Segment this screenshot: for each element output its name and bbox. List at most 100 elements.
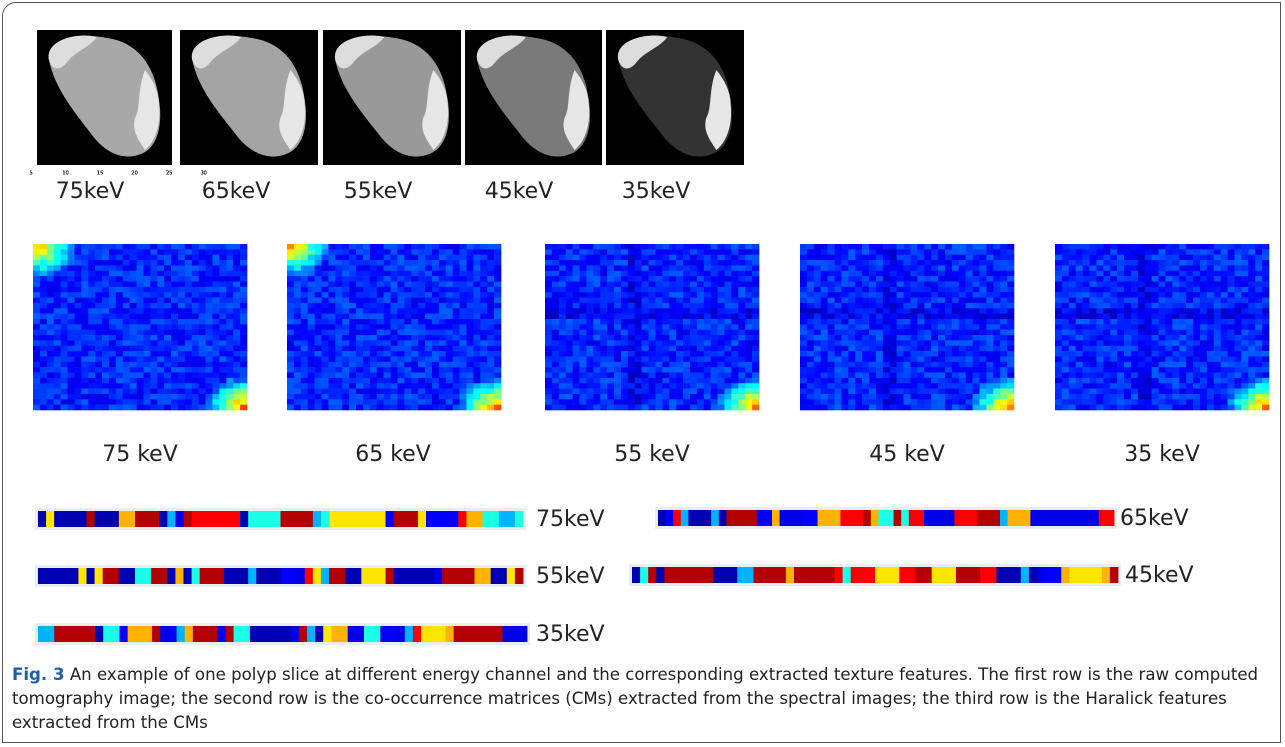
matrix-cell [240, 330, 247, 336]
matrix-cell [1076, 405, 1083, 411]
matrix-cell [545, 335, 552, 341]
matrix-cell [130, 281, 137, 287]
matrix-cell [1179, 362, 1186, 368]
matrix-cell [1200, 373, 1207, 379]
matrix-cell [137, 244, 144, 250]
matrix-cell [432, 308, 439, 314]
matrix-cell [704, 405, 711, 411]
matrix-cell [308, 292, 315, 298]
matrix-cell [848, 287, 855, 293]
matrix-cell [607, 389, 614, 395]
matrix-cell [800, 308, 807, 314]
matrix-cell [607, 346, 614, 352]
matrix-cell [411, 319, 418, 325]
matrix-cell [1152, 373, 1159, 379]
matrix-cell [1186, 314, 1193, 320]
matrix-cell [397, 249, 404, 255]
matrix-cell [580, 367, 587, 373]
matrix-cell [552, 330, 559, 336]
matrix-cell [466, 271, 473, 277]
matrix-cell [642, 324, 649, 330]
matrix-cell [33, 335, 40, 341]
matrix-cell [649, 244, 656, 250]
matrix-cell [171, 340, 178, 346]
matrix-cell [109, 276, 116, 282]
matrix-cell [411, 292, 418, 298]
matrix-cell [1145, 346, 1152, 352]
matrix-cell [40, 249, 47, 255]
matrix-cell [1055, 356, 1062, 362]
matrix-cell [40, 244, 47, 250]
matrix-cell [869, 335, 876, 341]
matrix-cell [800, 276, 807, 282]
matrix-cell [473, 367, 480, 373]
matrix-cell [88, 292, 95, 298]
matrix-cell [711, 389, 718, 395]
matrix-cell [349, 335, 356, 341]
matrix-cell [240, 255, 247, 261]
matrix-cell [1096, 378, 1103, 384]
matrix-cell [68, 346, 75, 352]
matrix-cell [81, 394, 88, 400]
matrix-cell [453, 324, 460, 330]
matrix-cell [1159, 399, 1166, 405]
matrix-cell [952, 340, 959, 346]
matrix-cell [418, 319, 425, 325]
matrix-cell [552, 255, 559, 261]
matrix-cell [924, 346, 931, 352]
matrix-cell [335, 335, 342, 341]
matrix-cell [1234, 340, 1241, 346]
matrix-cell [322, 362, 329, 368]
matrix-cell [1214, 356, 1221, 362]
matrix-cell [404, 271, 411, 277]
matrix-cell [206, 265, 213, 271]
matrix-cell [869, 351, 876, 357]
matrix-cell [143, 351, 150, 357]
matrix-cell [600, 346, 607, 352]
matrix-cell [391, 373, 398, 379]
matrix-cell [219, 346, 226, 352]
matrix-cell [185, 335, 192, 341]
matrix-cell [1138, 249, 1145, 255]
matrix-cell [1152, 324, 1159, 330]
matrix-cell [137, 287, 144, 293]
matrix-cell [1193, 389, 1200, 395]
matrix-cell [807, 292, 814, 298]
matrix-cell [566, 281, 573, 287]
matrix-cell [1165, 367, 1172, 373]
matrix-cell [559, 335, 566, 341]
matrix-cell [233, 346, 240, 352]
matrix-cell [130, 276, 137, 282]
matrix-cell [219, 335, 226, 341]
matrix-cell [1069, 340, 1076, 346]
matrix-cell [439, 314, 446, 320]
matrix-cell [690, 356, 697, 362]
matrix-cell [573, 351, 580, 357]
matrix-cell [233, 308, 240, 314]
matrix-cell [137, 340, 144, 346]
matrix-cell [869, 276, 876, 282]
matrix-cell [1159, 389, 1166, 395]
matrix-cell [1152, 362, 1159, 368]
matrix-cell [731, 405, 738, 411]
matrix-cell [690, 394, 697, 400]
matrix-cell [1083, 383, 1090, 389]
matrix-cell [335, 265, 342, 271]
matrix-cell [938, 292, 945, 298]
matrix-cell [669, 298, 676, 304]
matrix-cell [61, 276, 68, 282]
matrix-cell [47, 378, 54, 384]
matrix-cell [580, 271, 587, 277]
matrix-cell [294, 308, 301, 314]
matrix-cell [945, 340, 952, 346]
matrix-cell [143, 378, 150, 384]
matrix-cell [219, 356, 226, 362]
matrix-cell [1207, 351, 1214, 357]
matrix-cell [683, 319, 690, 325]
matrix-cell [580, 255, 587, 261]
matrix-cell [1207, 255, 1214, 261]
matrix-cell [425, 292, 432, 298]
matrix-cell [1234, 399, 1241, 405]
matrix-cell [1000, 292, 1007, 298]
matrix-cell [559, 271, 566, 277]
